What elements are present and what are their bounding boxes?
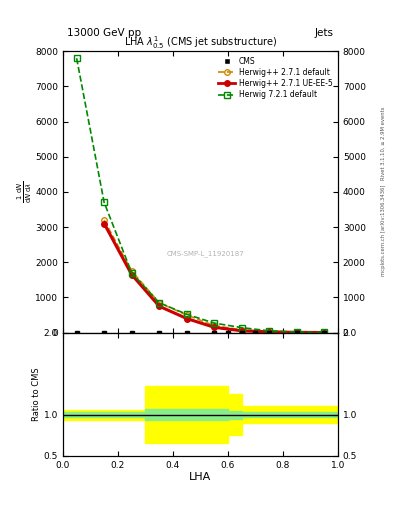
X-axis label: LHA: LHA [189,472,211,482]
Legend: CMS, Herwig++ 2.7.1 default, Herwig++ 2.7.1 UE-EE-5, Herwig 7.2.1 default: CMS, Herwig++ 2.7.1 default, Herwig++ 2.… [217,55,334,101]
Text: mcplots.cern.ch [arXiv:1306.3436]: mcplots.cern.ch [arXiv:1306.3436] [381,185,386,276]
Title: LHA $\lambda^{1}_{0.5}$ (CMS jet substructure): LHA $\lambda^{1}_{0.5}$ (CMS jet substru… [124,34,277,51]
Text: Rivet 3.1.10, ≥ 2.9M events: Rivet 3.1.10, ≥ 2.9M events [381,106,386,180]
Text: 13000 GeV pp: 13000 GeV pp [67,28,141,38]
Text: CMS-SMP-L_11920187: CMS-SMP-L_11920187 [167,250,245,257]
Y-axis label: Ratio to CMS: Ratio to CMS [32,367,41,421]
Y-axis label: $\frac{1}{\mathrm{d}N}\frac{\mathrm{d}N}{\mathrm{d}\lambda}$: $\frac{1}{\mathrm{d}N}\frac{\mathrm{d}N}… [15,181,34,203]
Text: Jets: Jets [315,28,334,38]
